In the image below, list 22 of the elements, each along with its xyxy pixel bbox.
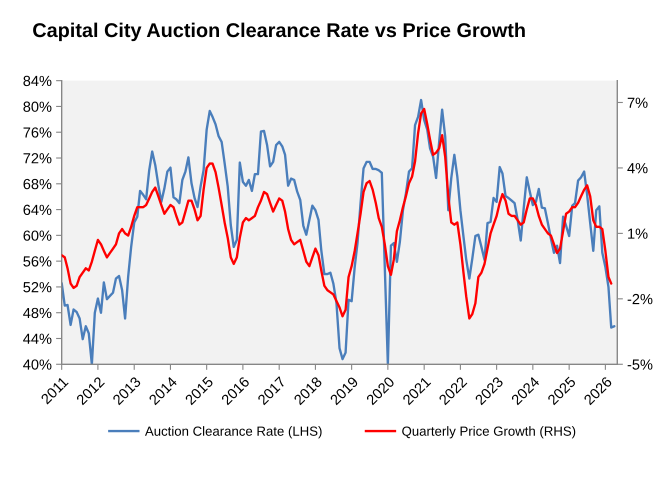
y-tick-label: 52% [23,282,52,292]
legend-label: Quarterly Price Growth (RHS) [402,426,576,438]
y2-tick-label: -2% [628,294,652,304]
y2-tick-label: 7% [628,98,648,108]
y-tick-label: 72% [24,153,52,164]
y-tick-label: 84% [23,76,52,86]
y2-tick-label: 1% [628,228,648,239]
y-tick-label: 60% [24,230,52,241]
y-tick-label: 56% [23,256,52,267]
line-series [62,108,612,320]
y-tick-label: 40% [23,359,52,370]
y2-tick-label: 4% [627,163,648,174]
chart-title: Capital City Auction Clearance Rate vs Price Growth [33,22,525,42]
y-tick-label: 68% [24,178,52,190]
y2-tick-label: -5% [628,359,652,370]
y-tick-label: 80% [23,102,52,112]
y-tick-label: 44% [23,334,52,344]
y-tick-label: 48% [23,308,52,318]
y-tick-label: 76% [24,127,52,138]
y-tick-label: 64% [24,204,52,216]
legend-label: Auction Clearance Rate (LHS) [144,426,322,438]
line-series [62,98,616,364]
